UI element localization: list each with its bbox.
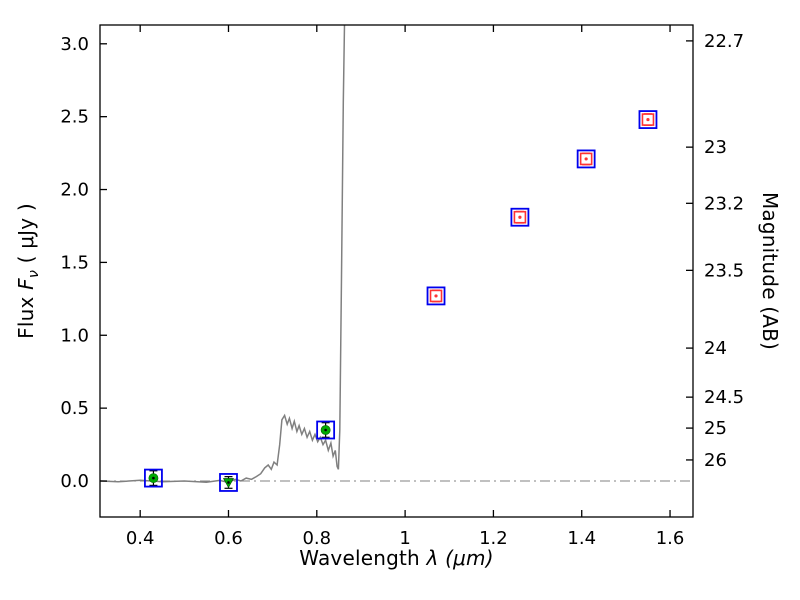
- y-axis-label-right: Magnitude (AB): [758, 191, 782, 351]
- x-axis-label-text: Wavelength: [299, 546, 427, 570]
- x-tick-label: 1: [399, 528, 410, 549]
- infrared-photometry-point: [576, 149, 596, 169]
- y-axis-label-left-text: Flux: [14, 289, 38, 339]
- aperture-square-marker: [510, 207, 530, 227]
- y-axis-label-left: Flux Fν ( μJy ): [14, 203, 42, 339]
- y-axis-label-left-symbol: F: [14, 278, 38, 290]
- marker-center-dot: [324, 428, 327, 432]
- marker-center-dot: [434, 294, 438, 298]
- y-tick-label-magnitude: 22.7: [704, 31, 744, 52]
- aperture-square-marker: [638, 110, 658, 129]
- y-axis-label-left-unit: ( μJy ): [14, 203, 38, 264]
- x-tick-label: 0.4: [126, 528, 155, 549]
- marker-center-dot: [584, 157, 588, 161]
- marker-center-dot: [518, 215, 522, 219]
- marker-center-dot: [227, 481, 230, 484]
- infrared-photometry-point: [510, 207, 530, 227]
- aperture-square-marker: [426, 286, 446, 306]
- aperture-square-marker: [316, 420, 336, 440]
- aperture-square-marker: [576, 149, 596, 169]
- y-tick-label-flux: 3.0: [60, 34, 89, 55]
- x-axis-label-symbol: λ: [426, 546, 439, 570]
- spectrum-line: [100, 25, 346, 484]
- y-tick-label-flux: 0.5: [60, 398, 89, 419]
- marker-center-dot: [646, 117, 650, 122]
- x-tick-label: 0.8: [302, 528, 331, 549]
- y-tick-label-flux: 0.0: [60, 471, 89, 492]
- x-tick-label: 1.4: [567, 528, 596, 549]
- y-tick-label-magnitude: 24.5: [704, 387, 744, 408]
- y-tick-label-magnitude: 23.5: [704, 260, 744, 281]
- x-tick-label: 1.2: [479, 528, 508, 549]
- aperture-square-marker: [144, 468, 163, 488]
- x-axis-label-unit: (μm): [445, 546, 494, 570]
- marker-center-dot: [152, 476, 155, 480]
- optical-photometry-point: [316, 420, 336, 440]
- y-tick-label-magnitude: 23: [704, 137, 727, 158]
- x-tick-label: 1.6: [656, 528, 685, 549]
- x-tick-label: 0.6: [214, 528, 243, 549]
- infrared-photometry-point: [638, 110, 658, 129]
- y-tick-label-magnitude: 26: [704, 450, 727, 471]
- y-tick-label-flux: 2.5: [60, 107, 89, 128]
- y-tick-label-flux: 2.0: [60, 180, 89, 201]
- plot-frame: [99, 24, 694, 518]
- x-axis-label: Wavelength λ (μm): [100, 546, 693, 570]
- aperture-square-marker: [219, 473, 238, 492]
- infrared-photometry-point: [426, 286, 446, 306]
- y-tick-label-flux: 1.0: [60, 325, 89, 346]
- y-tick-label-flux: 1.5: [60, 252, 89, 273]
- optical-photometry-point: [144, 468, 163, 488]
- optical-photometry-point: [219, 473, 238, 492]
- y-tick-label-magnitude: 24: [704, 338, 727, 359]
- y-tick-label-magnitude: 23.2: [704, 193, 744, 214]
- y-axis-label-left-subscript: ν: [26, 269, 42, 279]
- y-tick-label-magnitude: 25: [704, 418, 727, 439]
